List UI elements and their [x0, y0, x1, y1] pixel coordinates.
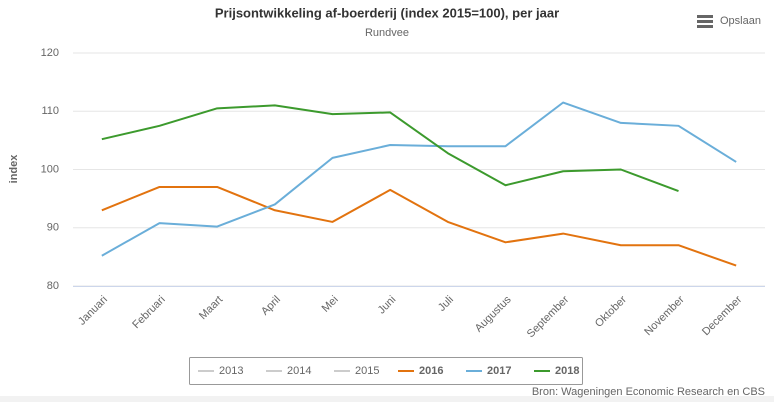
legend-item[interactable]: 2013 — [198, 365, 243, 377]
x-tick-label: September — [525, 293, 572, 340]
legend-item[interactable]: 2017 — [466, 365, 511, 377]
x-tick-label: Juni — [376, 294, 399, 317]
legend-label[interactable]: 2017 — [487, 365, 511, 377]
x-tick-label: Februari — [130, 294, 167, 331]
menu-button[interactable]: Opslaan — [697, 15, 761, 28]
legend-label[interactable]: 2014 — [287, 365, 311, 377]
series-line — [101, 104, 679, 192]
y-tick-label: 90 — [47, 222, 59, 234]
legend-label[interactable]: 2013 — [219, 365, 243, 377]
legend-label[interactable]: 2015 — [355, 365, 379, 377]
x-tick-label: Augustus — [473, 293, 514, 334]
bottom-strip — [0, 396, 774, 402]
menu-label[interactable]: Opslaan — [720, 15, 761, 27]
x-tick-label: Oktober — [593, 293, 629, 329]
menu-icon — [697, 25, 713, 28]
x-tick-label: November — [642, 293, 687, 338]
y-tick-label: 120 — [41, 47, 59, 59]
legend-item[interactable]: 2014 — [266, 365, 311, 377]
x-tick-label: December — [700, 293, 745, 338]
x-tick-label: Mei — [320, 294, 341, 315]
legend-item[interactable]: 2016 — [398, 365, 443, 377]
legend-label[interactable]: 2018 — [555, 365, 579, 377]
y-tick-label: 110 — [41, 105, 59, 117]
legend-label[interactable]: 2016 — [419, 365, 443, 377]
legend-item[interactable]: 2015 — [334, 365, 379, 377]
y-tick-label: 80 — [47, 280, 59, 292]
y-tick-label: 100 — [41, 163, 59, 175]
legend-item[interactable]: 2018 — [534, 365, 579, 377]
x-tick-label: Juli — [436, 294, 456, 314]
x-tick-label: Maart — [197, 294, 225, 322]
menu-icon — [697, 15, 713, 18]
x-tick-label: April — [259, 294, 283, 318]
series-line — [101, 185, 737, 267]
series-line — [101, 101, 737, 257]
chart-subtitle: Rundvee — [365, 27, 409, 39]
y-axis-label: index — [8, 154, 20, 184]
source: Bron: Wageningen Economic Research en CB… — [532, 386, 765, 398]
x-tick-label: Januari — [76, 294, 110, 328]
menu-icon — [697, 20, 713, 23]
legend-box — [189, 357, 583, 385]
chart-title: Prijsontwikkeling af-boerderij (index 20… — [215, 5, 559, 20]
